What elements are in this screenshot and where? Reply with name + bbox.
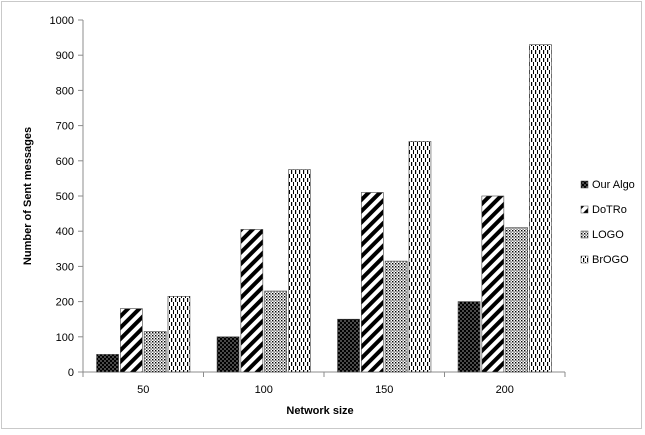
y-axis-label: Number of Sent messages — [22, 127, 34, 265]
axes-group: 0 100 200 300 400 500 600 700 800 900 1000 50 100 150… — [50, 15, 566, 396]
y-tick-label: 900 — [56, 50, 74, 62]
y-tick-label: 300 — [56, 261, 74, 273]
bar — [337, 318, 360, 373]
y-tick-label: 100 — [56, 332, 74, 344]
legend-label: DoTRo — [592, 204, 627, 216]
bar — [288, 169, 311, 373]
x-tick-label: 50 — [137, 384, 149, 396]
y-tick-label: 400 — [56, 226, 74, 238]
bar — [216, 336, 240, 373]
legend-swatch — [580, 230, 589, 239]
bar — [96, 354, 119, 373]
bars-group — [96, 44, 552, 373]
y-tick-label: 800 — [56, 85, 74, 97]
bar — [361, 192, 384, 373]
bar — [240, 229, 264, 373]
y-tick-label: 600 — [56, 156, 74, 168]
y-tick-label: 1000 — [50, 15, 74, 27]
legend-swatch — [580, 205, 589, 214]
y-tick-label: 0 — [68, 367, 74, 379]
y-tick-label: 200 — [56, 297, 74, 309]
bar — [529, 44, 552, 373]
legend: Our Algo DoTRo LOGO BrOGO — [580, 179, 635, 266]
legend-swatch — [580, 180, 589, 189]
y-tick-label: 700 — [56, 121, 74, 133]
bar — [264, 290, 287, 373]
bar — [481, 195, 505, 373]
bar — [143, 331, 167, 373]
x-tick-label: 100 — [255, 384, 273, 396]
bar — [457, 301, 481, 373]
bar — [120, 308, 143, 373]
legend-label: Our Algo — [592, 179, 635, 191]
bar — [408, 141, 432, 373]
bar-chart: 0 100 200 300 400 500 600 700 800 900 1000 50 100 150… — [22, 15, 635, 417]
chart-frame: 0 100 200 300 400 500 600 700 800 900 1000 50 100 150… — [1, 1, 642, 429]
legend-label: BrOGO — [592, 254, 629, 266]
bar — [505, 227, 528, 373]
x-tick-label: 150 — [375, 384, 393, 396]
legend-swatch — [580, 255, 589, 264]
x-tick-label: 200 — [496, 384, 514, 396]
y-tick-label: 500 — [56, 191, 74, 203]
x-axis-label: Network size — [286, 405, 353, 417]
bar — [167, 296, 191, 373]
bar — [384, 260, 408, 373]
legend-label: LOGO — [592, 229, 624, 241]
